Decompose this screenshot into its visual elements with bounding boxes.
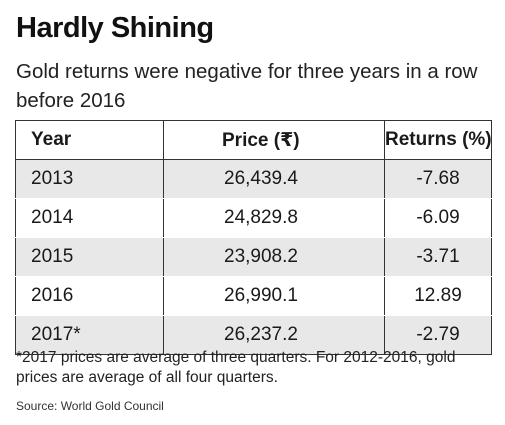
price-cell: 24,829.8 [163, 198, 385, 238]
column-header-year: Year [15, 120, 164, 160]
table-row: 2014 24,829.8 -6.09 [15, 198, 492, 238]
table-row: 2017* 26,237.2 -2.79 [15, 315, 492, 355]
source-note: Source: World Gold Council [16, 399, 164, 413]
year-cell: 2014 [15, 198, 164, 238]
column-header-price: Price (₹) [163, 120, 385, 160]
returns-cell: -2.79 [384, 315, 492, 355]
returns-cell: -7.68 [384, 159, 492, 199]
price-cell: 23,908.2 [163, 237, 385, 277]
price-cell: 26,439.4 [163, 159, 385, 199]
footnote: *2017 prices are average of three quarte… [16, 349, 456, 386]
table-header-row: Year Price (₹) Returns (%) [15, 120, 492, 160]
table-row: 2016 26,990.1 12.89 [15, 276, 492, 316]
table-row: 2015 23,908.2 -3.71 [15, 237, 492, 277]
chart-title: Hardly Shining [16, 12, 214, 44]
returns-cell: 12.89 [384, 276, 492, 316]
year-cell: 2013 [15, 159, 164, 199]
chart-subtitle: Gold returns were negative for three yea… [16, 60, 478, 112]
column-header-returns: Returns (%) [384, 120, 492, 160]
year-cell: 2016 [15, 276, 164, 316]
price-cell: 26,237.2 [163, 315, 385, 355]
year-cell: 2015 [15, 237, 164, 277]
year-cell: 2017* [15, 315, 164, 355]
returns-cell: -6.09 [384, 198, 492, 238]
gold-returns-table: Year Price (₹) Returns (%) 2013 26,439.4… [15, 120, 492, 355]
table-row: 2013 26,439.4 -7.68 [15, 159, 492, 199]
returns-cell: -3.71 [384, 237, 492, 277]
price-cell: 26,990.1 [163, 276, 385, 316]
